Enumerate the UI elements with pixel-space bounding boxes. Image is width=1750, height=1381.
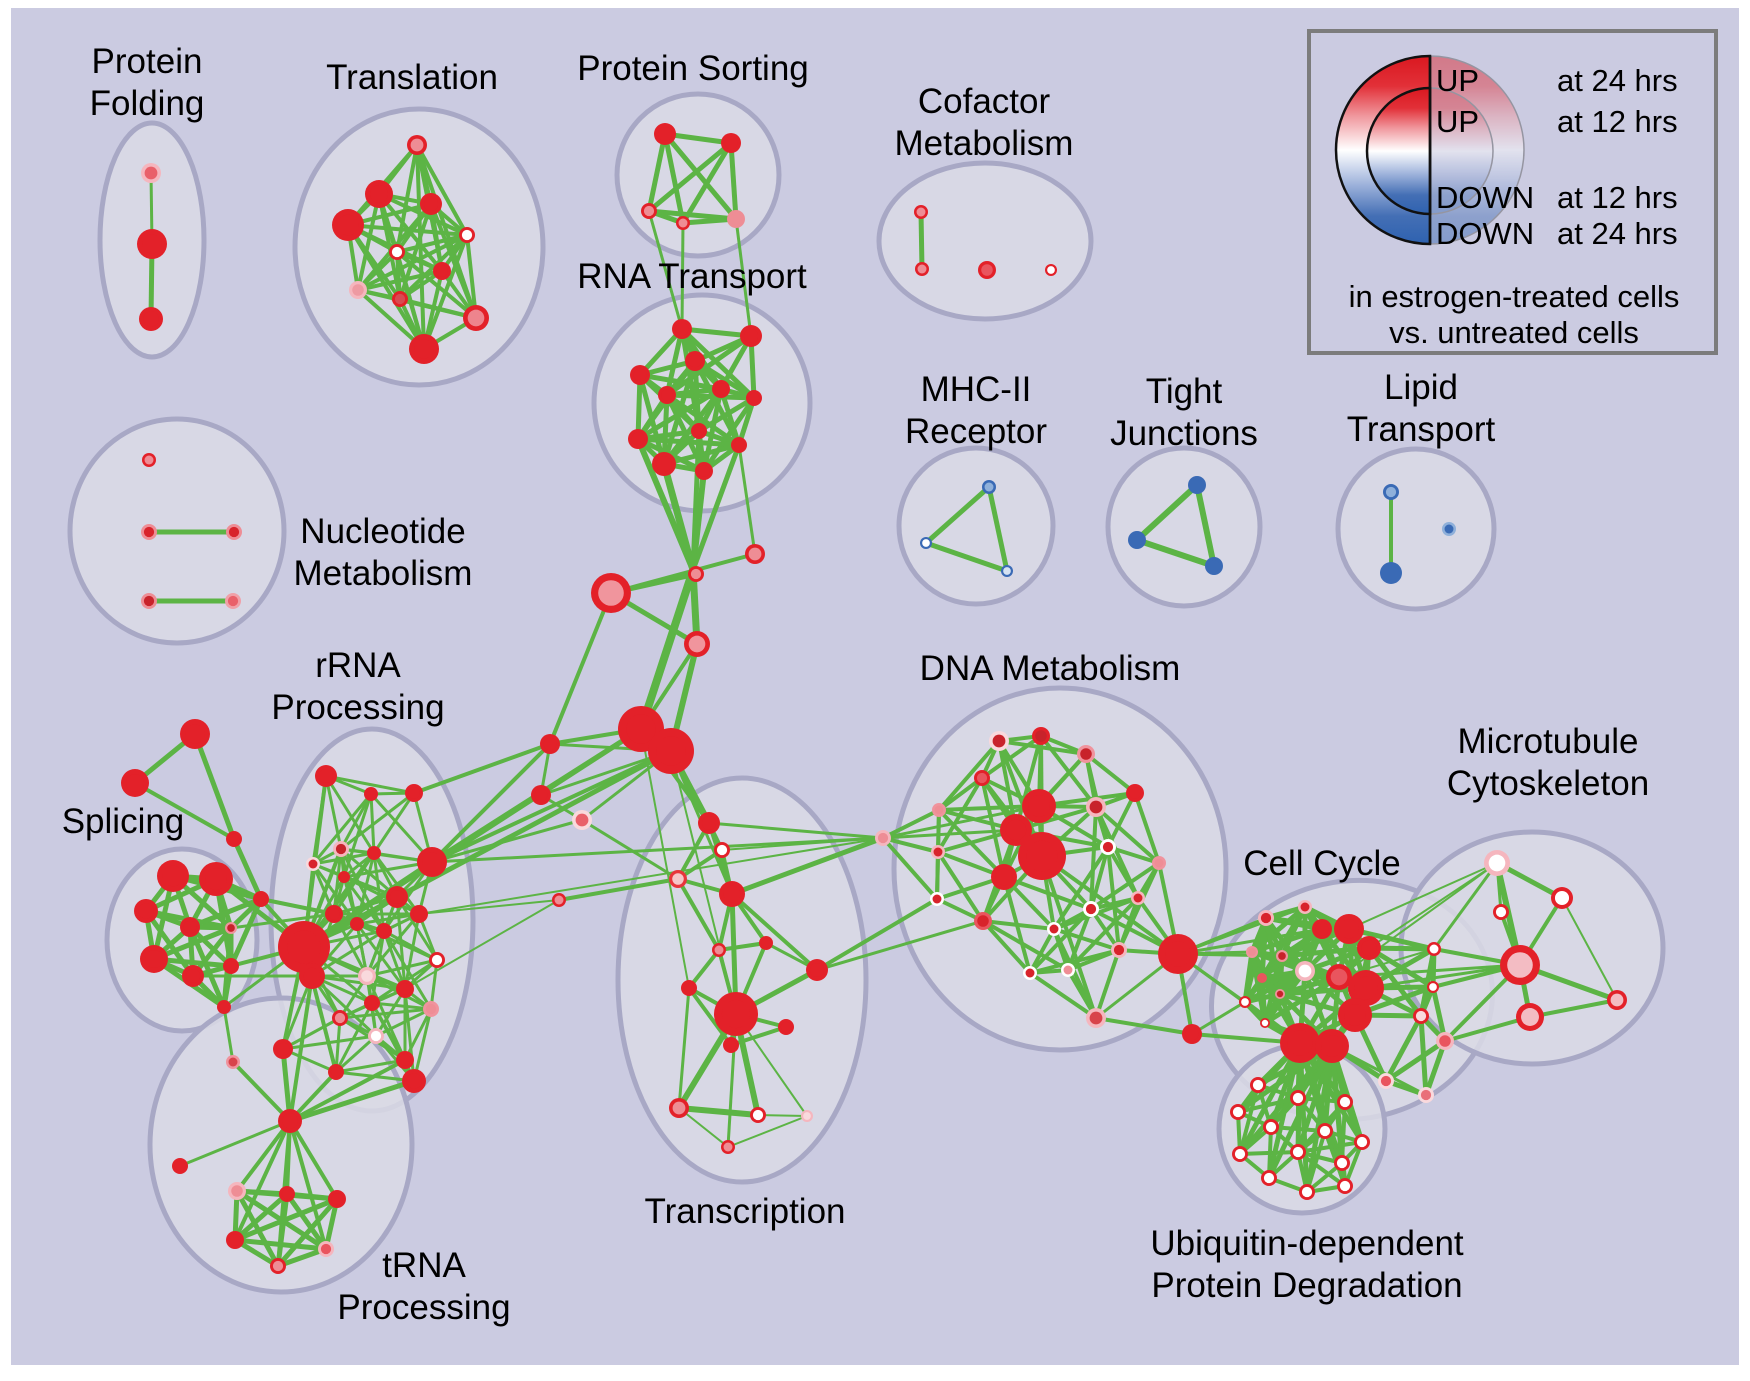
svg-text:MHC-II: MHC-II [921,370,1032,409]
svg-text:rRNA: rRNA [315,646,401,685]
svg-text:Nucleotide: Nucleotide [300,512,465,551]
svg-text:DOWN: DOWN [1436,180,1534,215]
svg-text:at 24 hrs: at 24 hrs [1557,216,1678,251]
svg-text:Receptor: Receptor [905,412,1047,451]
svg-text:Processing: Processing [337,1288,510,1327]
svg-text:vs. untreated cells: vs. untreated cells [1389,315,1639,350]
svg-text:Cytoskeleton: Cytoskeleton [1447,764,1649,803]
svg-text:at 24 hrs: at 24 hrs [1557,63,1678,98]
svg-text:at 12 hrs: at 12 hrs [1557,104,1678,139]
svg-text:in estrogen-treated cells: in estrogen-treated cells [1349,279,1680,314]
svg-text:Translation: Translation [326,58,498,97]
svg-text:Metabolism: Metabolism [294,554,473,593]
svg-text:Lipid: Lipid [1384,368,1458,407]
svg-text:RNA Transport: RNA Transport [577,257,807,296]
svg-text:Junctions: Junctions [1110,414,1258,453]
svg-text:Cofactor: Cofactor [918,82,1051,121]
svg-text:DOWN: DOWN [1436,216,1534,251]
svg-text:UP: UP [1436,63,1479,98]
svg-text:Transport: Transport [1347,410,1496,449]
svg-text:Tight: Tight [1146,372,1223,411]
svg-text:Metabolism: Metabolism [895,124,1074,163]
svg-text:at 12 hrs: at 12 hrs [1557,180,1678,215]
svg-text:Splicing: Splicing [62,802,185,841]
svg-text:Protein Sorting: Protein Sorting [577,49,809,88]
svg-text:DNA Metabolism: DNA Metabolism [920,649,1181,688]
svg-text:Cell Cycle: Cell Cycle [1243,844,1401,883]
svg-text:Protein: Protein [92,42,203,81]
svg-text:Folding: Folding [90,84,205,123]
svg-text:Ubiquitin-dependent: Ubiquitin-dependent [1150,1224,1464,1263]
svg-text:Processing: Processing [271,688,444,727]
svg-text:Microtubule: Microtubule [1458,722,1639,761]
svg-text:UP: UP [1436,104,1479,139]
svg-text:Protein Degradation: Protein Degradation [1151,1266,1462,1305]
svg-text:tRNA: tRNA [382,1246,466,1285]
svg-text:Transcription: Transcription [645,1192,846,1231]
